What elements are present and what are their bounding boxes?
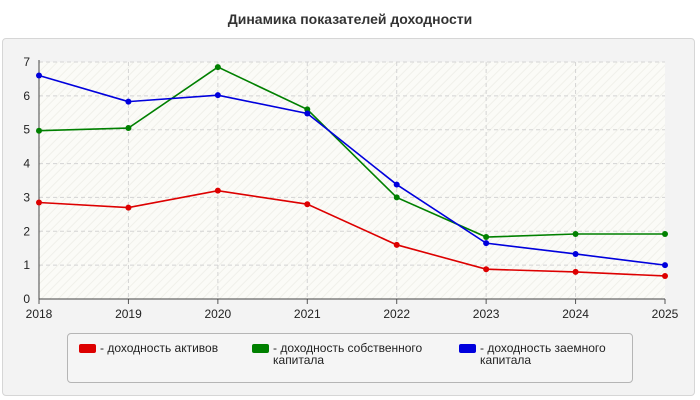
- x-tick-label: 2024: [562, 307, 589, 321]
- data-point: [36, 127, 42, 134]
- y-tick-label: 6: [23, 89, 30, 103]
- series-line-3: [38, 74, 666, 266]
- x-tick-label: 2020: [205, 307, 232, 321]
- x-tick-label: 2025: [652, 307, 679, 321]
- chart-title: Динамика показателей доходности: [227, 11, 473, 27]
- legend-item-1: - доходность активов: [79, 342, 218, 354]
- y-tick-label: 7: [23, 55, 30, 69]
- data-point: [662, 272, 668, 279]
- data-point: [662, 230, 668, 237]
- legend-swatch: [79, 344, 96, 353]
- data-point: [214, 187, 221, 194]
- x-tick-label: 2021: [294, 307, 321, 321]
- y-tick-label: 0: [23, 292, 30, 306]
- data-point: [393, 194, 400, 201]
- legend-item-3: - доходность заемного капитала: [459, 342, 606, 366]
- data-point: [572, 230, 579, 237]
- data-point: [662, 262, 668, 269]
- series-line-1: [38, 189, 666, 277]
- data-point: [572, 268, 579, 275]
- data-point: [214, 92, 221, 99]
- data-point: [572, 250, 579, 257]
- legend-swatch: [459, 344, 476, 353]
- legend-item-2: - доходность собственного капитала: [252, 342, 422, 366]
- legend-label: - доходность заемного капитала: [480, 341, 606, 367]
- legend-label: - доходность активов: [100, 341, 219, 355]
- y-tick-label: 2: [23, 224, 30, 238]
- data-point: [483, 234, 490, 241]
- plot-area: [39, 62, 665, 299]
- x-tick-label: 2023: [473, 307, 500, 321]
- data-point: [36, 199, 42, 206]
- y-tick-label: 1: [23, 258, 30, 272]
- series-line-2: [38, 66, 665, 238]
- data-point: [483, 240, 490, 247]
- data-point: [125, 98, 132, 105]
- data-point: [393, 241, 400, 248]
- data-point: [214, 64, 221, 71]
- y-tick-label: 4: [23, 157, 30, 171]
- data-point: [304, 201, 311, 208]
- data-point: [483, 266, 490, 273]
- x-tick-label: 2018: [26, 307, 53, 321]
- x-tick-label: 2022: [383, 307, 410, 321]
- data-point: [304, 110, 311, 117]
- legend-swatch: [252, 344, 269, 353]
- data-point: [125, 204, 132, 211]
- y-tick-label: 3: [23, 190, 30, 204]
- data-point: [36, 72, 42, 79]
- y-tick-label: 5: [23, 123, 30, 137]
- data-point: [125, 125, 132, 132]
- data-point: [393, 181, 400, 188]
- x-tick-label: 2019: [115, 307, 142, 321]
- chart-legend: - доходность активов - доходность собстве…: [67, 333, 633, 383]
- legend-label: - доходность собственного капитала: [273, 341, 423, 367]
